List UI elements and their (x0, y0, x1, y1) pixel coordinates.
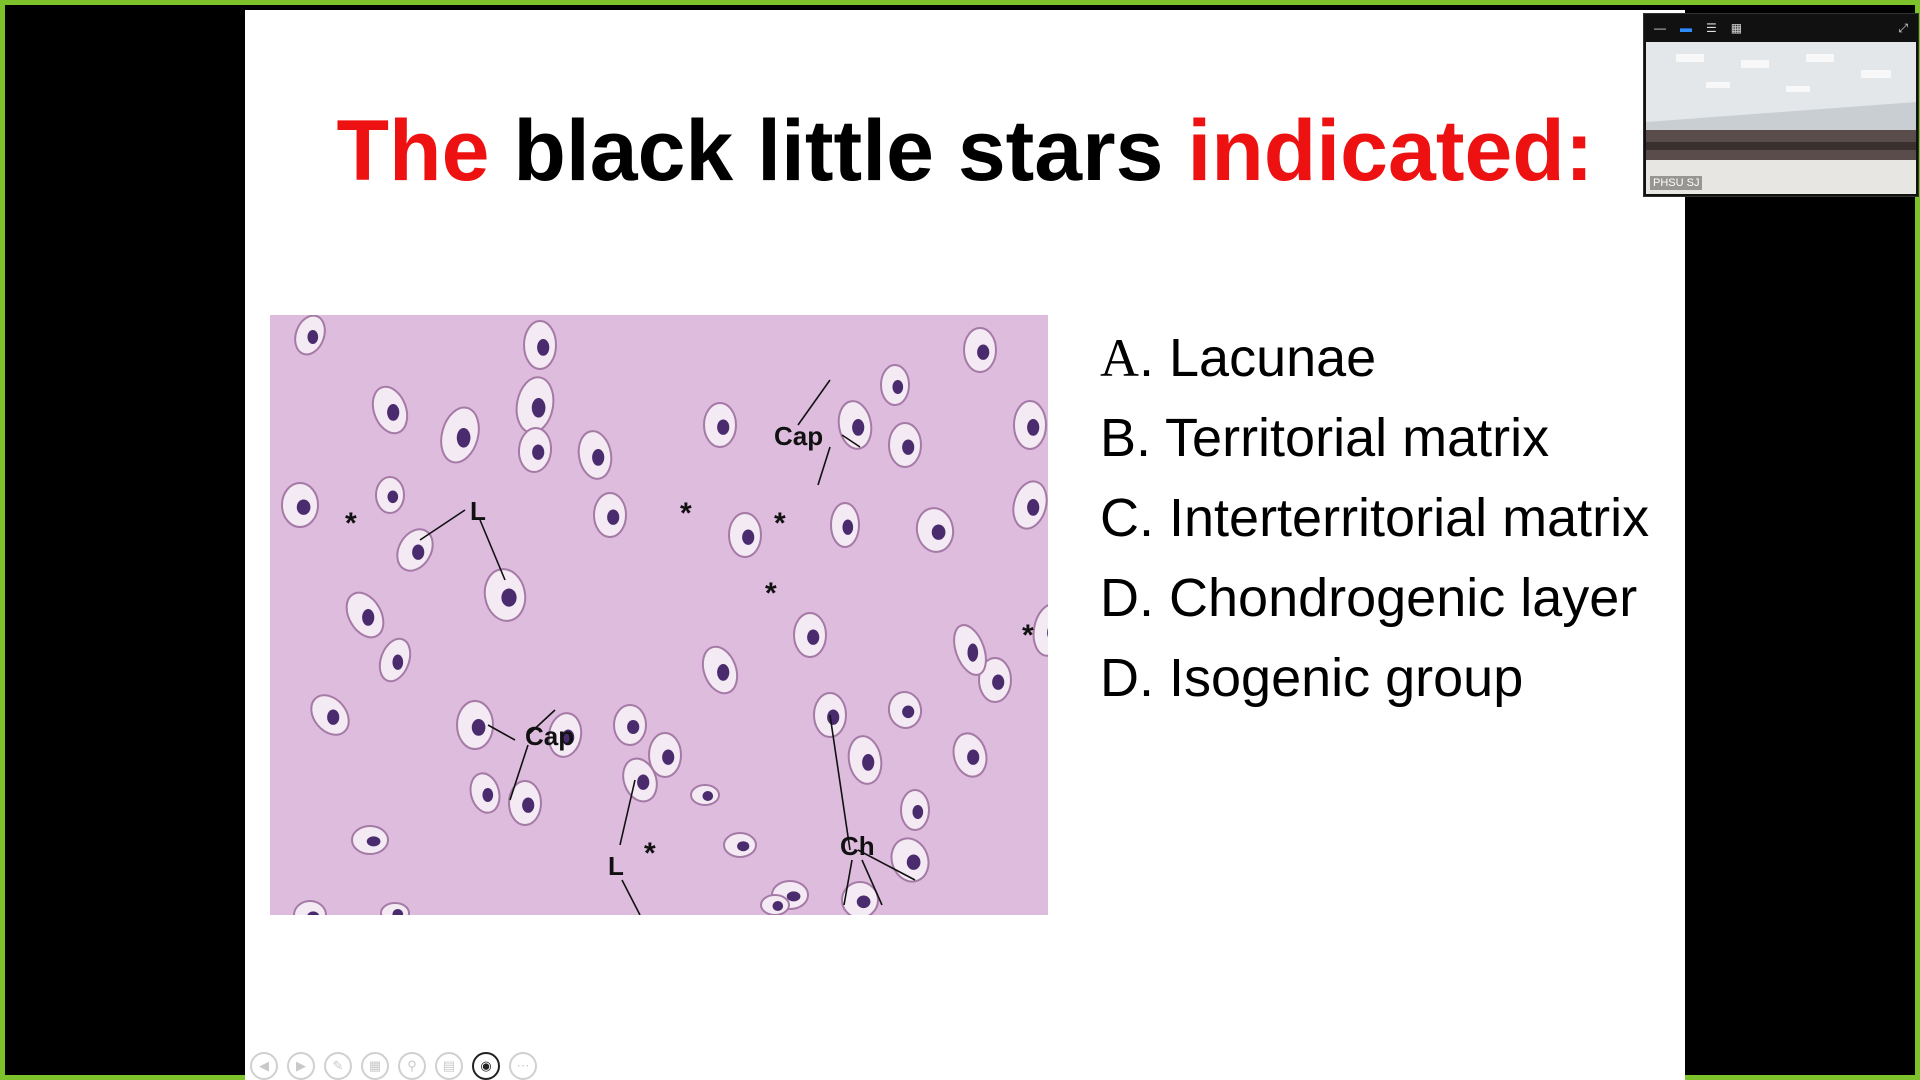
title-word-indicated: indicated: (1187, 103, 1594, 199)
video-thumbnail[interactable]: — ▬ ☰ ▦ ⤢ PHSU SJ (1643, 13, 1919, 197)
nucleus (702, 791, 714, 801)
gallery-view-icon[interactable]: ▦ (1730, 21, 1743, 35)
star-marker: * (644, 837, 656, 870)
nucleus (717, 419, 730, 435)
nucleus (362, 609, 375, 626)
lacuna-cell (293, 900, 327, 915)
nucleus (977, 344, 990, 360)
label-l-bottom: L (608, 851, 624, 881)
pen-icon[interactable]: ✎ (324, 1052, 352, 1080)
nucleus (772, 901, 784, 911)
slide-title: The black little stars indicated: (245, 108, 1685, 194)
nucleus (456, 428, 471, 448)
nucleus (931, 524, 946, 540)
nucleus (482, 788, 494, 802)
option-d1: D. Chondrogenic layer (1100, 568, 1638, 628)
nucleus (967, 643, 979, 662)
nucleus (786, 891, 801, 902)
classroom-video: PHSU SJ (1646, 42, 1916, 194)
nucleus (637, 774, 650, 790)
option-d2: D. Isogenic group (1100, 648, 1524, 708)
nucleus (662, 749, 675, 765)
nucleus (607, 509, 620, 525)
strip-view-icon[interactable]: ☰ (1706, 21, 1717, 35)
option-c: C. Interterritorial matrix (1100, 488, 1650, 548)
nucleus (842, 519, 854, 535)
slide: The black little stars indicated: (245, 10, 1685, 1080)
nucleus (807, 629, 820, 645)
micrograph-image: Cap Cap L L Ch * * * * * * (270, 315, 1048, 915)
nucleus (742, 529, 755, 545)
nucleus (717, 664, 730, 681)
nucleus (827, 709, 840, 725)
lacuna-cell (1032, 603, 1048, 657)
nucleus (562, 729, 575, 745)
nucleus (412, 544, 425, 560)
label-l-left: L (470, 496, 486, 526)
nucleus (902, 705, 915, 719)
nucleus (296, 499, 311, 515)
nucleus (1027, 419, 1040, 436)
nucleus (892, 380, 904, 394)
camera-icon[interactable]: ◉ (472, 1052, 500, 1080)
expand-icon[interactable]: ⤢ (1898, 20, 1908, 35)
title-word-black-stars: black little stars (513, 103, 1164, 199)
option-b: B. Territorial matrix (1100, 408, 1550, 468)
star-marker: * (345, 507, 357, 540)
video-controls: — ▬ ☰ ▦ ⤢ (1644, 14, 1918, 42)
label-cap-top: Cap (774, 421, 823, 451)
nucleus (592, 449, 605, 466)
next-icon[interactable]: ▶ (287, 1052, 315, 1080)
prev-icon[interactable]: ◀ (250, 1052, 278, 1080)
nucleus (366, 836, 381, 847)
nucleus (1027, 499, 1040, 516)
slides-grid-icon[interactable]: ▦ (361, 1052, 389, 1080)
nucleus (906, 854, 921, 870)
nucleus (307, 330, 319, 344)
nucleus (737, 841, 750, 852)
label-cap-mid: Cap (525, 721, 574, 751)
nucleus (522, 797, 535, 813)
more-icon[interactable]: ⋯ (509, 1052, 537, 1080)
star-marker: * (774, 507, 786, 540)
chondrocyte-cells (281, 315, 1048, 915)
nucleus (392, 654, 404, 670)
nucleus (992, 674, 1005, 690)
label-ch: Ch (840, 831, 875, 861)
nucleus (856, 895, 871, 909)
nucleus (392, 909, 404, 915)
star-marker: * (680, 497, 692, 530)
nucleus (327, 709, 340, 725)
speaker-view-icon[interactable]: ▬ (1680, 21, 1692, 35)
nucleus (902, 439, 915, 455)
nucleus (307, 911, 320, 915)
nucleus (862, 754, 875, 771)
nucleus (1047, 627, 1048, 638)
star-marker: * (765, 577, 777, 610)
nucleus (537, 339, 550, 356)
title-word-the: The (336, 103, 490, 199)
nucleus (627, 720, 640, 734)
nucleus (387, 404, 400, 421)
option-a: A. Lacunae (1100, 328, 1377, 388)
camera-label: PHSU SJ (1650, 176, 1703, 190)
nucleus (531, 398, 546, 418)
nucleus (967, 749, 980, 765)
star-marker: * (1022, 619, 1034, 652)
nucleus (532, 444, 545, 460)
answer-options: A. Lacunae B. Territorial matrix C. Inte… (1100, 325, 1660, 725)
nucleus (471, 719, 486, 736)
zoom-icon[interactable]: ⚲ (398, 1052, 426, 1080)
nucleus (501, 588, 517, 607)
nucleus (387, 490, 399, 504)
presenter-toolbar: ◀ ▶ ✎ ▦ ⚲ ▤ ◉ ⋯ (250, 1052, 537, 1080)
minimize-icon[interactable]: — (1654, 21, 1666, 35)
subtitles-icon[interactable]: ▤ (435, 1052, 463, 1080)
nucleus (852, 419, 865, 436)
nucleus (912, 805, 924, 819)
